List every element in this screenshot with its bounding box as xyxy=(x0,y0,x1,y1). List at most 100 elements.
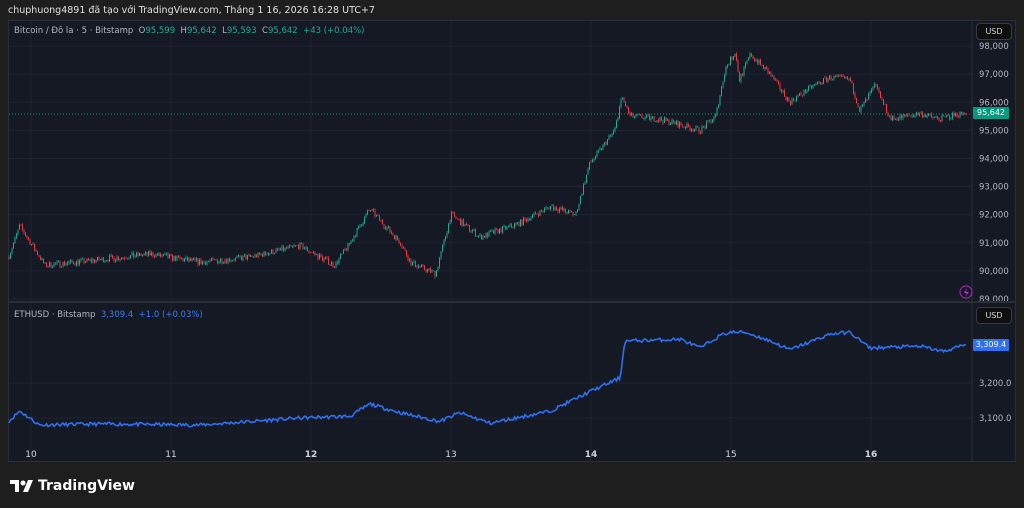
candle-body xyxy=(605,142,607,145)
candle-body xyxy=(356,228,358,237)
candle-body xyxy=(197,259,199,265)
candle-body xyxy=(212,258,214,260)
high-label: H xyxy=(180,26,187,36)
time-tick-label: 15 xyxy=(725,450,736,460)
candle-body xyxy=(286,247,287,249)
candle-body xyxy=(572,212,574,215)
candle-body xyxy=(265,251,266,255)
candle-body xyxy=(29,239,31,245)
candle-body xyxy=(130,255,131,259)
price-tick-label: 96,000 xyxy=(979,98,1009,108)
candle-body xyxy=(860,106,862,112)
candle-body xyxy=(139,253,140,256)
candle-body xyxy=(58,261,59,262)
candle-body xyxy=(536,214,538,215)
chart-frame[interactable] xyxy=(8,20,1016,462)
candle-body xyxy=(941,115,943,122)
candle-body xyxy=(437,266,439,271)
candle-body xyxy=(518,222,520,227)
tradingview-logo[interactable]: TradingView xyxy=(10,478,135,494)
candle-body xyxy=(154,256,155,258)
candle-body xyxy=(241,256,242,260)
price-tick-label: 93,000 xyxy=(979,183,1009,193)
candle-body xyxy=(556,207,557,211)
candle-body xyxy=(526,219,527,222)
candle-body xyxy=(40,256,41,260)
candle-body xyxy=(133,252,134,258)
candle-body xyxy=(335,261,337,268)
candle-body xyxy=(472,230,473,232)
candle-body xyxy=(373,209,374,211)
candle-body xyxy=(529,219,530,221)
eth-symbol[interactable]: ETHUSD · Bitstamp xyxy=(14,310,96,320)
candle-body xyxy=(923,115,925,118)
candle-body xyxy=(302,243,304,250)
candle-body xyxy=(964,112,965,115)
candle-body xyxy=(808,85,809,91)
candle-body xyxy=(523,218,524,225)
candle-body xyxy=(319,254,320,259)
candle-body xyxy=(896,118,898,121)
candle-body xyxy=(269,253,271,254)
candle-body xyxy=(454,213,455,217)
candle-body xyxy=(503,226,505,227)
eth-currency-button[interactable]: USD xyxy=(976,307,1012,324)
candle-body xyxy=(248,254,250,256)
candle-body xyxy=(844,76,845,79)
candle-body xyxy=(647,115,649,116)
candle-body xyxy=(736,53,737,61)
candle-body xyxy=(782,90,784,92)
candle-body xyxy=(694,129,695,131)
btc-currency-button[interactable]: USD xyxy=(976,23,1012,40)
candle-body xyxy=(962,112,964,114)
candle-body xyxy=(242,255,244,260)
high-value: 95,642 xyxy=(186,26,217,36)
candle-body xyxy=(691,129,692,131)
candle-body xyxy=(272,249,274,255)
candle-body xyxy=(548,207,550,210)
candle-body xyxy=(578,203,580,211)
candle-body xyxy=(580,195,581,204)
candle-body xyxy=(646,115,647,118)
candle-body xyxy=(110,255,112,257)
price-tick-label: 98,000 xyxy=(979,42,1009,52)
candle-body xyxy=(56,261,58,264)
candle-body xyxy=(374,210,376,217)
candle-body xyxy=(142,254,143,256)
candle-body xyxy=(931,114,932,117)
candle-body xyxy=(583,184,584,194)
candle-body xyxy=(601,148,602,150)
candle-body xyxy=(737,60,739,72)
candle-body xyxy=(938,117,940,121)
candle-body xyxy=(223,262,224,264)
candle-body xyxy=(749,53,751,59)
candle-body xyxy=(589,161,590,170)
candle-body xyxy=(31,244,32,245)
candle-body xyxy=(377,215,379,216)
candle-body xyxy=(728,64,730,66)
candle-body xyxy=(169,254,170,258)
candle-body xyxy=(922,112,923,118)
candle-body xyxy=(53,263,55,268)
candle-body xyxy=(137,252,139,256)
candle-body xyxy=(334,266,335,268)
candle-body xyxy=(488,231,490,237)
candle-body xyxy=(571,210,572,213)
btc-symbol[interactable]: Bitcoin / Đô la · 5 · Bitstamp xyxy=(14,26,134,36)
candle-body xyxy=(232,260,233,261)
candle-body xyxy=(452,212,454,214)
candle-body xyxy=(700,132,701,134)
candle-body xyxy=(538,214,539,216)
candle-body xyxy=(805,89,806,93)
candle-body xyxy=(395,235,397,240)
candle-body xyxy=(874,84,875,87)
candle-body xyxy=(544,208,545,212)
candle-body xyxy=(740,74,742,82)
close-label: C xyxy=(262,26,268,36)
candle-body xyxy=(895,118,896,120)
candle-body xyxy=(439,258,440,267)
candle-body xyxy=(65,263,67,265)
candle-body xyxy=(118,257,119,260)
candle-body xyxy=(349,242,350,244)
